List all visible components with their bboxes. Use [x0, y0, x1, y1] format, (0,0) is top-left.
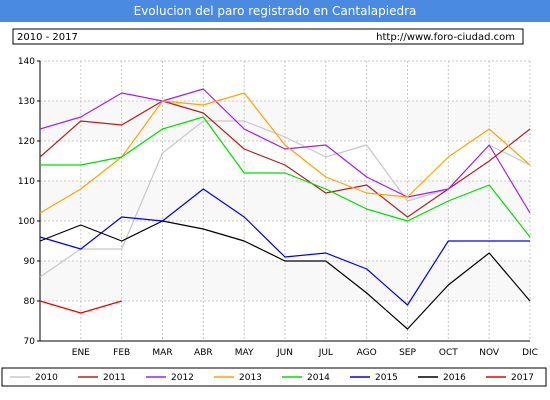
x-tick-label: AGO	[357, 348, 377, 358]
y-tick-label: 120	[18, 137, 35, 147]
series-line-2016	[39, 220, 531, 330]
x-tick-label: FEB	[113, 348, 130, 358]
legend-label-2014: 2014	[307, 373, 330, 383]
y-tick-label: 80	[24, 297, 36, 307]
legend-label-2017: 2017	[511, 373, 534, 383]
series-line-2014	[40, 116, 531, 238]
x-tick-label: ABR	[194, 348, 213, 358]
period-label: 2010 - 2017	[17, 32, 78, 43]
site-url: http://www.foro-ciudad.com	[376, 32, 515, 43]
y-tick-label: 110	[18, 177, 35, 187]
legend-label-2016: 2016	[443, 373, 466, 383]
series-line-2015	[39, 188, 530, 306]
sub-header-box	[12, 28, 524, 45]
x-tick-label: JUL	[318, 348, 333, 358]
x-tick-label: SEP	[399, 348, 416, 358]
legend-box	[1, 367, 547, 387]
legend-label-2013: 2013	[239, 373, 262, 383]
legend-label-2010: 2010	[35, 373, 58, 383]
x-tick-label: DIC	[522, 348, 538, 358]
title-bar: Evolucion del paro registrado en Cantala…	[0, 0, 550, 22]
x-axis-ticks: ENE FEB MAR ABR MAY JUN JUL AGO SEP OCT NOV DIC	[72, 348, 538, 358]
y-tick-label: 100	[18, 217, 35, 227]
x-tick-label: ENE	[72, 348, 90, 358]
legend: 2010 2011 2012 2013 2014 2015 2016 2017	[1, 367, 547, 387]
y-tick-label: 130	[18, 97, 35, 107]
y-tick-label: 90	[24, 257, 36, 267]
x-tick-label: MAY	[235, 348, 254, 358]
y-axis-ticks: 70 80 90 100 110 120 130 140	[18, 57, 40, 347]
sub-header: 2010 - 2017 http://www.foro-ciudad.com	[12, 28, 524, 45]
x-tick-label: JUN	[276, 348, 293, 358]
series-line-2017	[39, 300, 122, 314]
legend-label-2012: 2012	[171, 373, 194, 383]
chart-title: Evolucion del paro registrado en Cantala…	[134, 4, 417, 18]
legend-label-2015: 2015	[375, 373, 398, 383]
x-tick-label: OCT	[439, 348, 458, 358]
y-tick-label: 70	[24, 337, 36, 347]
title-background	[0, 0, 550, 22]
y-tick-label: 140	[18, 57, 35, 67]
x-tick-label: NOV	[479, 348, 500, 358]
series-line-2012	[39, 88, 531, 214]
series-lines	[39, 88, 531, 330]
x-tick-label: MAR	[152, 348, 172, 358]
axes	[39, 61, 530, 342]
legend-label-2011: 2011	[103, 373, 126, 383]
